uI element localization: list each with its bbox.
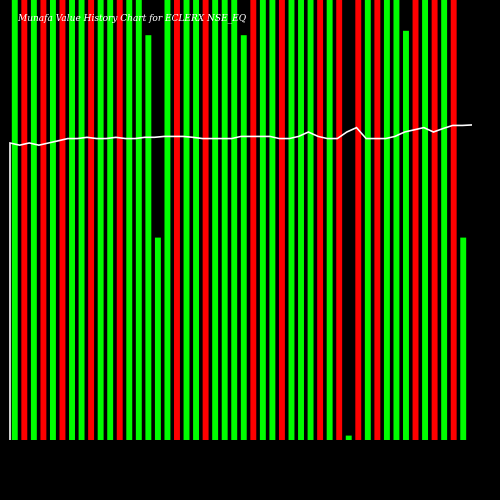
bar-16 xyxy=(164,0,171,440)
bar-2 xyxy=(30,0,37,440)
bar-11 xyxy=(116,0,123,440)
bar-26 xyxy=(259,0,266,440)
bar-45 xyxy=(441,0,448,440)
bar-25 xyxy=(250,0,257,440)
bar-1 xyxy=(21,0,28,440)
bar-23 xyxy=(231,0,238,440)
bar-31 xyxy=(307,0,314,440)
bar-20 xyxy=(202,0,209,440)
bar-27 xyxy=(269,0,276,440)
bar-17 xyxy=(174,0,180,440)
bar-series xyxy=(11,0,467,441)
bar-18 xyxy=(183,0,190,440)
bar-47 xyxy=(460,237,467,440)
bar-41 xyxy=(403,30,409,441)
bar-43 xyxy=(422,0,429,440)
bar-6 xyxy=(69,0,75,440)
bar-7 xyxy=(78,0,85,440)
bar-10 xyxy=(107,0,114,440)
bar-33 xyxy=(326,0,333,440)
bar-39 xyxy=(383,0,390,440)
bar-28 xyxy=(278,0,285,440)
bar-46 xyxy=(450,0,457,440)
bar-3 xyxy=(40,0,47,440)
bar-5 xyxy=(59,0,66,440)
bar-9 xyxy=(97,0,104,440)
bar-40 xyxy=(393,0,400,440)
bar-42 xyxy=(412,0,419,440)
bar-12 xyxy=(126,0,133,440)
bar-21 xyxy=(212,0,219,440)
bar-38 xyxy=(374,0,381,440)
bar-8 xyxy=(88,0,95,440)
bar-13 xyxy=(135,0,142,440)
bar-32 xyxy=(317,0,324,440)
bar-19 xyxy=(193,0,200,440)
bar-35 xyxy=(345,435,352,440)
bar-14 xyxy=(145,35,152,440)
bar-37 xyxy=(364,0,371,440)
bar-36 xyxy=(355,0,362,440)
bar-29 xyxy=(288,0,295,440)
bar-44 xyxy=(431,0,438,440)
bar-0 xyxy=(11,0,18,440)
bar-4 xyxy=(49,0,56,440)
bar-34 xyxy=(336,0,343,440)
value-line xyxy=(9,124,473,440)
bar-22 xyxy=(221,0,228,440)
bar-30 xyxy=(298,0,304,440)
bar-24 xyxy=(240,35,247,440)
bar-15 xyxy=(154,237,161,440)
